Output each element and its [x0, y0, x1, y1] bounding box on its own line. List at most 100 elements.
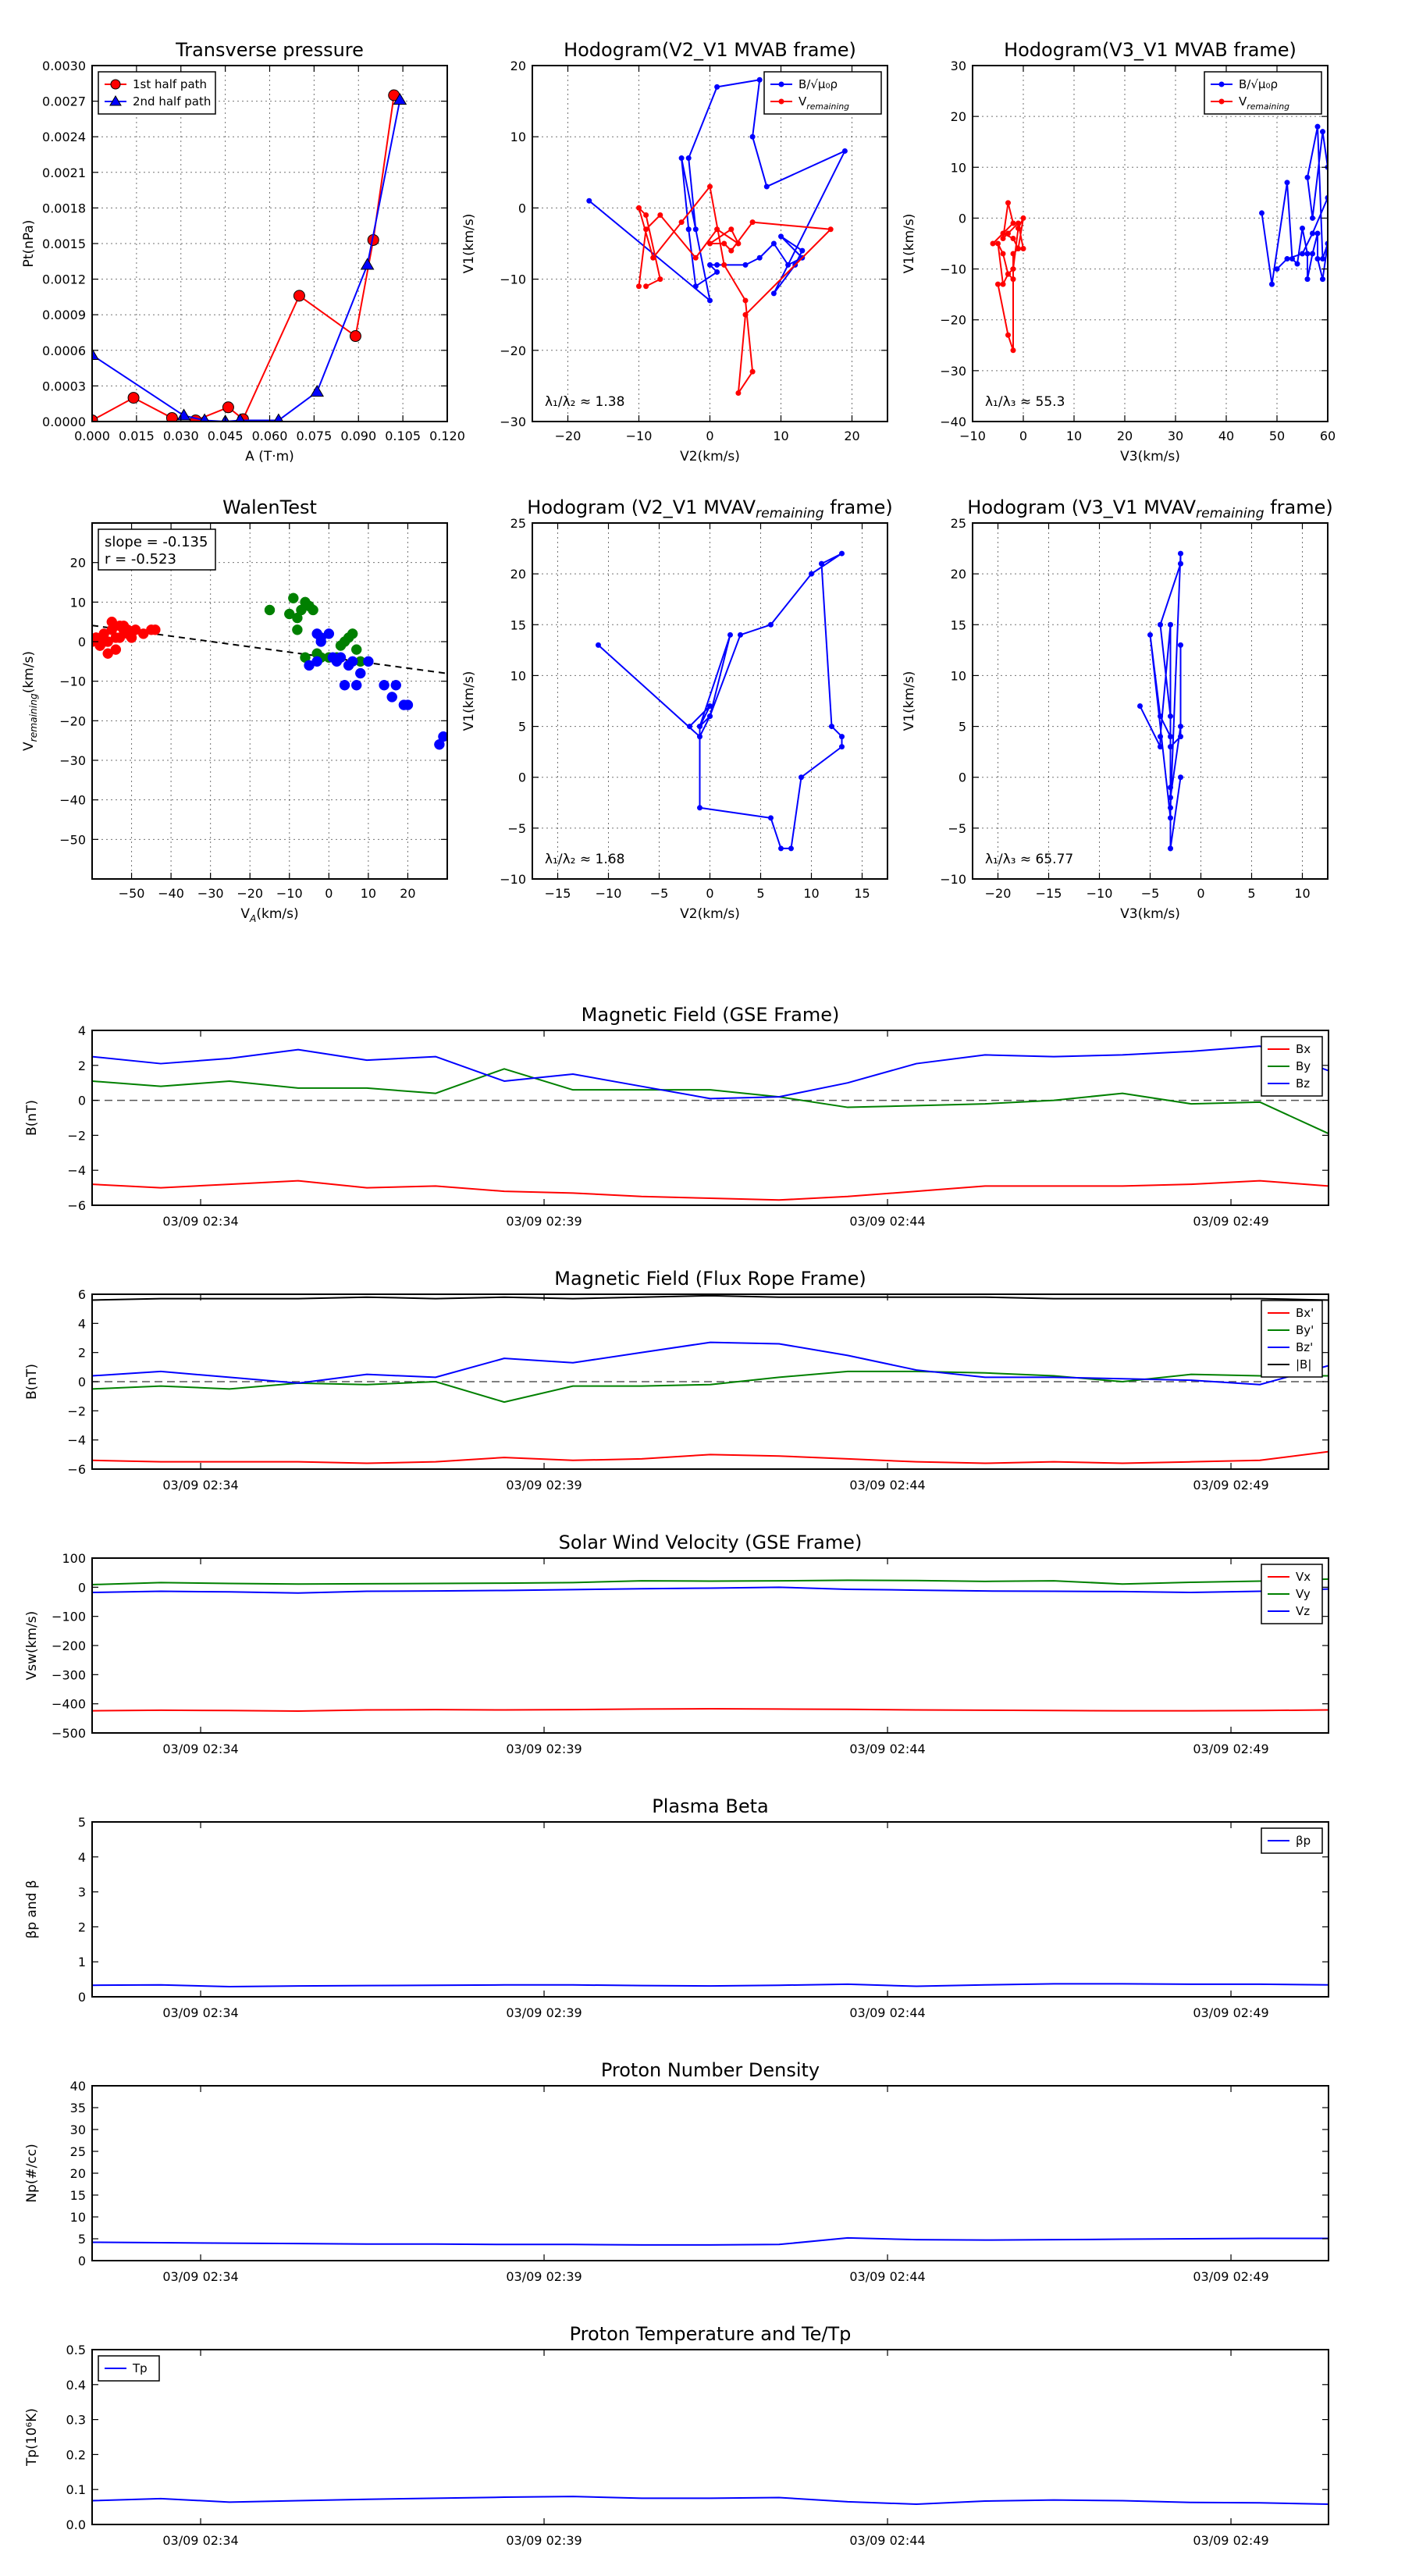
y-tick-label: 0.0006 — [42, 343, 86, 358]
chart-proton_temp: 03/09 02:34 03/09 02:39 03/09 02:44 03/09 0… — [24, 2323, 1329, 2548]
x-tick-label: 0 — [325, 886, 333, 901]
data-point — [1178, 560, 1183, 567]
data-point — [1168, 795, 1173, 801]
data-point — [438, 731, 447, 742]
data-point — [1168, 785, 1173, 791]
series-1 — [92, 1370, 1329, 1404]
y-tick-label: 15 — [70, 2188, 86, 2203]
y-tick-label: 5 — [78, 2232, 86, 2247]
data-point — [809, 571, 814, 577]
legend-label: By' — [1296, 1323, 1314, 1337]
data-point — [1000, 281, 1006, 287]
legend-marker — [778, 98, 784, 105]
y-tick-label: 2 — [78, 1920, 86, 1934]
data-point — [339, 679, 350, 691]
x-tick-label: 03/09 02:39 — [506, 2005, 582, 2020]
y-tick-label: −20 — [59, 713, 86, 728]
y-tick-label: −2 — [67, 1404, 86, 1418]
data-point — [714, 84, 720, 90]
y-tick-label: −100 — [52, 1610, 86, 1624]
y-tick-label: 10 — [510, 130, 526, 144]
data-point — [721, 240, 727, 247]
x-tick-label: 03/09 02:44 — [849, 1742, 925, 1756]
y-tick-label: 0.0015 — [42, 237, 86, 251]
data-point — [1259, 210, 1264, 216]
series-2 — [92, 1341, 1329, 1386]
y-tick-label: −30 — [500, 415, 526, 429]
x-tick-label: −5 — [650, 886, 669, 901]
plot-area-hodo_v3v1_mvav — [1137, 550, 1183, 852]
legend-label: Bz' — [1296, 1340, 1313, 1354]
chart-proton_density: 03/09 02:34 03/09 02:39 03/09 02:44 03/09 0… — [24, 2059, 1329, 2284]
data-point — [355, 667, 366, 679]
x-tick-label: 10 — [803, 886, 819, 901]
data-point — [1005, 200, 1011, 206]
data-point — [727, 632, 733, 638]
x-tick-label: 10 — [1066, 429, 1082, 443]
data-point — [756, 254, 763, 261]
y-tick-label: 0.0000 — [42, 415, 86, 429]
data-point — [360, 258, 375, 270]
legend-label: 2nd half path — [133, 94, 211, 109]
y-tick-label: 0 — [78, 1094, 86, 1108]
data-point — [176, 408, 191, 421]
x-tick-label: 10 — [361, 886, 376, 901]
data-point — [643, 212, 649, 219]
y-tick-label: 15 — [951, 617, 966, 632]
y-tick-label: −200 — [52, 1638, 86, 1653]
data-point — [1178, 724, 1183, 730]
plot-area-proton_temp — [92, 2496, 1329, 2506]
data-point — [707, 297, 713, 304]
data-point — [749, 219, 756, 226]
data-point — [165, 411, 178, 422]
x-tick-label: 03/09 02:49 — [1193, 2533, 1268, 2548]
x-tick-label: 03/09 02:39 — [506, 1742, 582, 1756]
data-point — [839, 734, 845, 740]
legend-marker — [1218, 98, 1225, 105]
data-point — [1020, 246, 1026, 252]
chart-title: Hodogram (V2_V1 MVAVremaining frame) — [527, 496, 892, 521]
plot-area-plasma_beta — [92, 1983, 1329, 1988]
y-tick-label: 30 — [70, 2122, 86, 2137]
x-tick-label: 40 — [1218, 429, 1234, 443]
data-point — [1005, 271, 1011, 277]
y-axis-label: V1(km/s) — [461, 671, 477, 731]
x-tick-label: −10 — [276, 886, 303, 901]
data-point — [1310, 251, 1315, 257]
data-point — [707, 713, 713, 720]
y-axis-label: Vsw(km/s) — [24, 1611, 40, 1681]
series-line — [92, 1983, 1329, 1988]
y-tick-label: 15 — [510, 617, 526, 632]
chart-title: Hodogram(V3_V1 MVAB frame) — [1004, 39, 1297, 61]
data-point — [1168, 815, 1173, 821]
legend-label: Vz — [1296, 1604, 1310, 1618]
x-tick-label: −10 — [1087, 886, 1113, 901]
x-tick-label: 03/09 02:34 — [162, 2269, 238, 2284]
x-tick-label: 03/09 02:49 — [1193, 2269, 1268, 2284]
y-tick-label: −500 — [52, 1726, 86, 1741]
x-tick-label: −15 — [1036, 886, 1062, 901]
data-point — [1168, 713, 1173, 720]
y-tick-label: 2 — [78, 1059, 86, 1073]
x-tick-label: 03/09 02:34 — [162, 2533, 238, 2548]
x-tick-label: 03/09 02:34 — [162, 1742, 238, 1756]
y-tick-label: 0 — [959, 770, 966, 785]
y-tick-label: −400 — [52, 1697, 86, 1712]
y-axis-label: βp and β — [24, 1880, 40, 1938]
data-point — [1320, 256, 1325, 262]
y-tick-label: 5 — [78, 1815, 86, 1830]
data-point — [990, 240, 996, 247]
y-tick-label: −40 — [59, 793, 86, 808]
data-point — [707, 703, 713, 710]
x-tick-label: 30 — [1168, 429, 1183, 443]
y-tick-label: −6 — [67, 1462, 86, 1477]
y-axis-label: Tp(10⁶K) — [24, 2408, 40, 2467]
data-point — [768, 621, 774, 628]
x-tick-label: −10 — [626, 429, 653, 443]
data-point — [1320, 276, 1325, 283]
chart-mag_fr: 03/09 02:34 03/09 02:39 03/09 02:44 03/09 0… — [24, 1268, 1329, 1493]
eigenvalue-ratio-annotation: λ₁/λ₃ ≈ 65.77 — [985, 852, 1073, 867]
data-point — [742, 297, 749, 304]
y-tick-label: 100 — [62, 1551, 86, 1566]
data-point — [1137, 703, 1143, 710]
